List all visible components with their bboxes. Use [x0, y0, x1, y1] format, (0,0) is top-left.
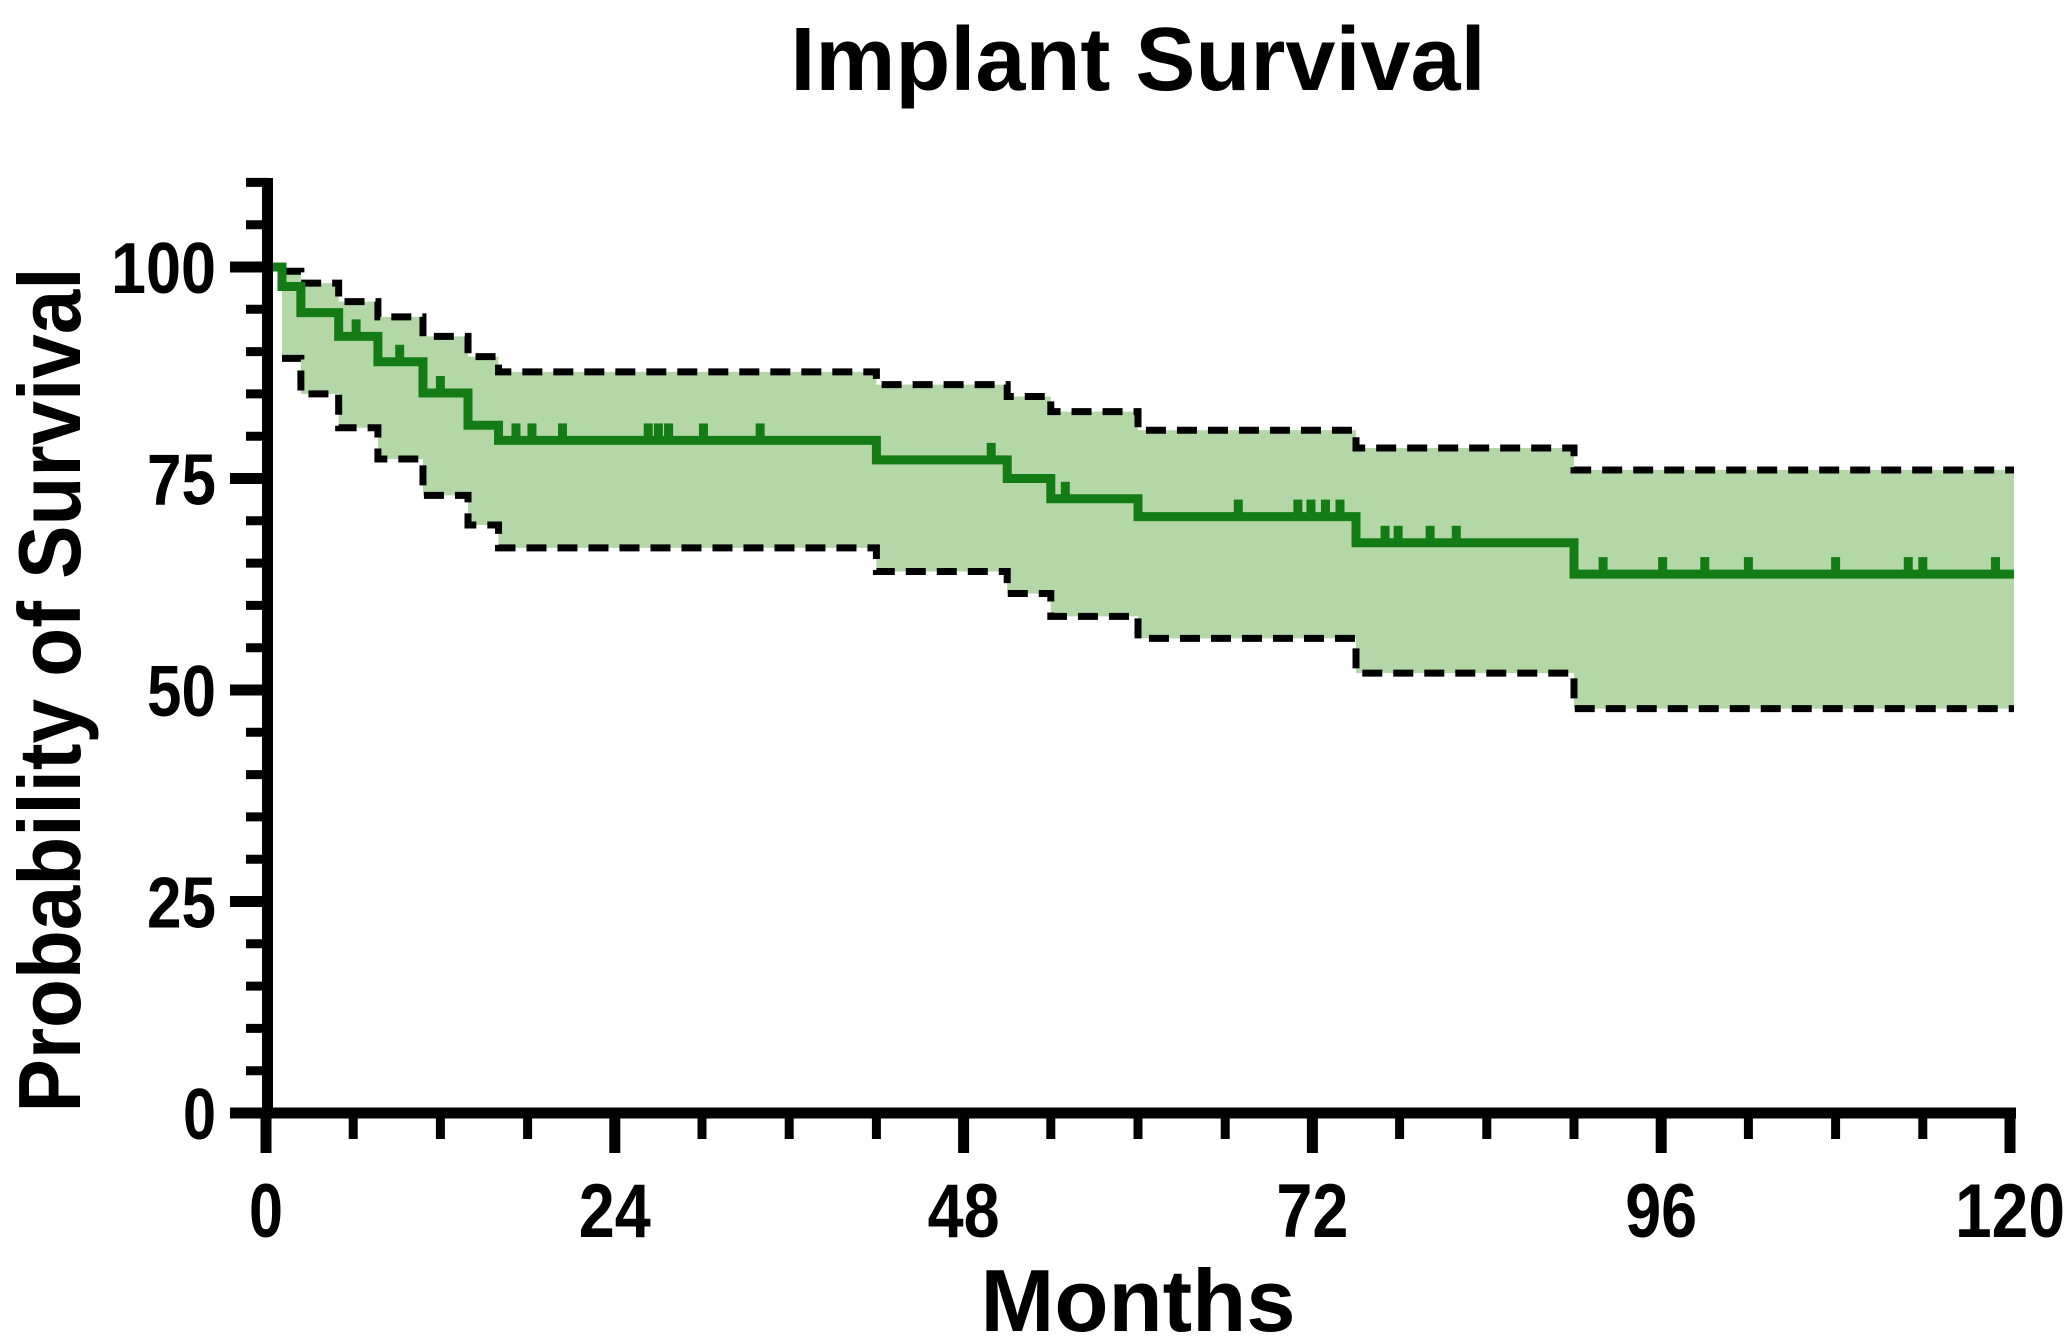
x-tick-label-96: 96 [1625, 1169, 1697, 1254]
censor-tick-marks [351, 319, 2000, 574]
y-axis-label: Probability of Survival [0, 268, 99, 1113]
tick-labels: 0 25 50 75 100 0 24 48 72 96 120 [111, 229, 2065, 1254]
y-tick-label-0: 0 [183, 1075, 216, 1155]
x-axis-label: Months [981, 1251, 1296, 1343]
x-tick-label-48: 48 [928, 1169, 1000, 1254]
survival-step-curve [266, 262, 2014, 579]
x-tick-label-24: 24 [579, 1169, 651, 1254]
y-tick-label-75: 75 [147, 441, 216, 521]
y-tick-label-100: 100 [111, 229, 216, 309]
ci-lower-dashed-line [281, 354, 2014, 713]
axes-and-ticks [230, 177, 2016, 1153]
chart-title: Implant Survival [790, 10, 1485, 110]
ci-upper-dashed-line [281, 267, 2014, 474]
x-tick-label-120: 120 [1955, 1169, 2065, 1254]
y-tick-label-25: 25 [147, 864, 216, 944]
confidence-band-fill [281, 271, 2014, 709]
confidence-band [281, 271, 2014, 709]
survival-curve-line [266, 262, 2014, 579]
confidence-interval-dashed-lines [281, 267, 2014, 713]
y-tick-label-50: 50 [147, 652, 216, 732]
x-tick-label-0: 0 [249, 1169, 283, 1254]
x-tick-label-72: 72 [1276, 1169, 1348, 1254]
